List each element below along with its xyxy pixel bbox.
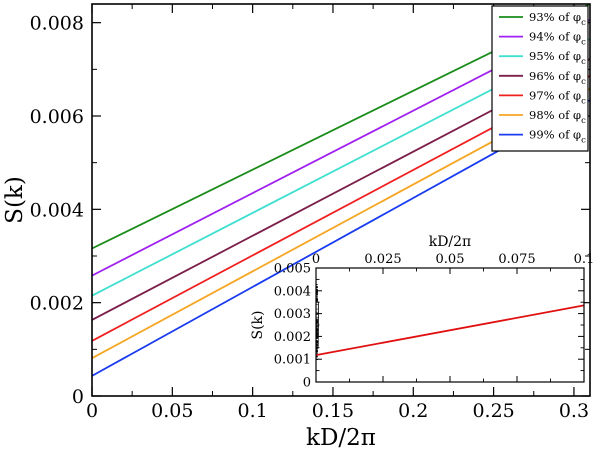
- legend-label-1: 93% of φc: [529, 10, 586, 28]
- y-tick-label: 0.006: [30, 106, 84, 128]
- inset-x-axis-title: kD/2π: [429, 234, 472, 250]
- legend-label-6: 98% of φc: [529, 108, 586, 126]
- legend-label-5: 97% of φc: [529, 88, 586, 106]
- legend-label-subscript: c: [581, 38, 586, 48]
- inset-x-tick-label: 0.1: [574, 252, 595, 267]
- y-tick-label: 0.002: [30, 293, 84, 315]
- inset-y-tick-label: 0: [303, 376, 311, 391]
- inset-x-tick-label: 0.075: [498, 252, 535, 267]
- inset-y-tick-label: 0.003: [274, 307, 311, 322]
- x-tick-label: 0.05: [151, 400, 193, 422]
- legend-label-main: 96% of φ: [529, 69, 581, 83]
- legend-label-subscript: c: [581, 136, 586, 146]
- legend-label-subscript: c: [581, 18, 586, 28]
- inset-x-tick-label: 0.025: [364, 252, 401, 267]
- y-tick-label: 0.004: [30, 199, 84, 221]
- legend-label-main: 94% of φ: [529, 30, 581, 44]
- legend-label-subscript: c: [581, 116, 586, 126]
- legend-label-3: 95% of φc: [529, 49, 586, 67]
- inset-fit-line: [315, 304, 585, 356]
- inset-plot: 0 0.025 0.05 0.075 0.1 0 0.001 0.002 0.003 0.004 0…: [250, 234, 594, 391]
- legend-label-main: 95% of φ: [529, 49, 581, 63]
- legend-label-subscript: c: [581, 57, 586, 67]
- x-tick-label: 0.15: [312, 400, 354, 422]
- legend-label-7: 99% of φc: [529, 128, 586, 146]
- legend-label-main: 93% of φ: [529, 10, 581, 24]
- inset-y-tick-label: 0.002: [274, 330, 311, 345]
- x-tick-label: 0.2: [398, 400, 428, 422]
- main-series-lines: [92, 4, 590, 377]
- inset-y-axis-title: S(k): [250, 311, 266, 340]
- inset-background: [316, 268, 584, 382]
- main-plot: 0 0.05 0.1 0.15 0.2 0.25 0.3 0 0.002 0.004 0.006 0.…: [2, 3, 591, 451]
- main-y-axis-title: S(k): [2, 176, 28, 224]
- x-tick-label: 0: [86, 400, 98, 422]
- legend-label-subscript: c: [581, 77, 586, 87]
- inset-x-tick-label: 0: [312, 252, 320, 267]
- y-tick-label: 0.008: [30, 13, 84, 35]
- inset-y-tick-label: 0.005: [274, 262, 311, 277]
- legend-label-main: 99% of φ: [529, 128, 581, 142]
- y-tick-label: 0: [72, 386, 84, 408]
- inset-ticks: 0 0.025 0.05 0.075 0.1 0 0.001 0.002 0.003 0.004 0…: [274, 252, 595, 391]
- x-tick-label: 0.3: [559, 400, 589, 422]
- main-plot-frame: [91, 3, 591, 397]
- x-tick-label: 0.25: [472, 400, 514, 422]
- inset-y-tick-label: 0.004: [274, 284, 311, 299]
- legend-box: [491, 5, 589, 152]
- legend-label-main: 98% of φ: [529, 108, 581, 122]
- legend-label-subscript: c: [581, 96, 586, 106]
- x-tick-label: 0.1: [238, 400, 268, 422]
- legend-label-2: 94% of φc: [529, 30, 586, 48]
- inset-y-tick-label: 0.001: [274, 353, 311, 368]
- inset-x-tick-label: 0.05: [436, 252, 465, 267]
- legend-label-4: 96% of φc: [529, 69, 586, 87]
- inset-fit-line-segment: [315, 304, 585, 356]
- legend-label-main: 97% of φ: [529, 88, 581, 102]
- main-ticks: 0 0.05 0.1 0.15 0.2 0.25 0.3 0 0.002 0.004 0.006 0.…: [30, 4, 590, 422]
- main-x-axis-title: kD/2π: [306, 425, 376, 449]
